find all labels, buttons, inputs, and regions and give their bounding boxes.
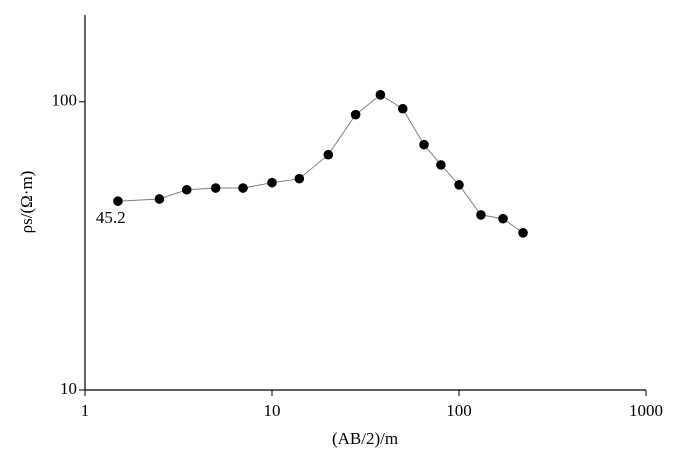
point	[154, 194, 165, 204]
point	[518, 228, 528, 238]
y-tick-label: 100	[52, 91, 78, 110]
point	[267, 177, 277, 188]
y-tick-label: 10	[60, 379, 77, 398]
point	[113, 196, 123, 206]
point	[181, 184, 192, 195]
line	[117, 94, 524, 234]
x-tick-label: 1	[81, 401, 90, 420]
point	[294, 173, 305, 184]
y-axis-label: ρs/(Ω·m)	[17, 171, 36, 234]
x-tick-label: 10	[264, 401, 281, 420]
point	[498, 213, 508, 224]
point	[210, 183, 221, 193]
point	[323, 149, 334, 160]
point	[436, 160, 446, 170]
point	[419, 139, 429, 150]
x-tick-label: 1000	[629, 401, 663, 420]
x-tick-label: 100	[446, 401, 472, 420]
point	[350, 109, 361, 120]
point	[238, 183, 248, 193]
point	[375, 90, 386, 100]
point	[454, 180, 464, 190]
data-label: 45.2	[96, 208, 126, 227]
point	[397, 103, 408, 114]
x-axis-label: (AB/2)/m	[332, 429, 398, 448]
point	[476, 210, 486, 220]
